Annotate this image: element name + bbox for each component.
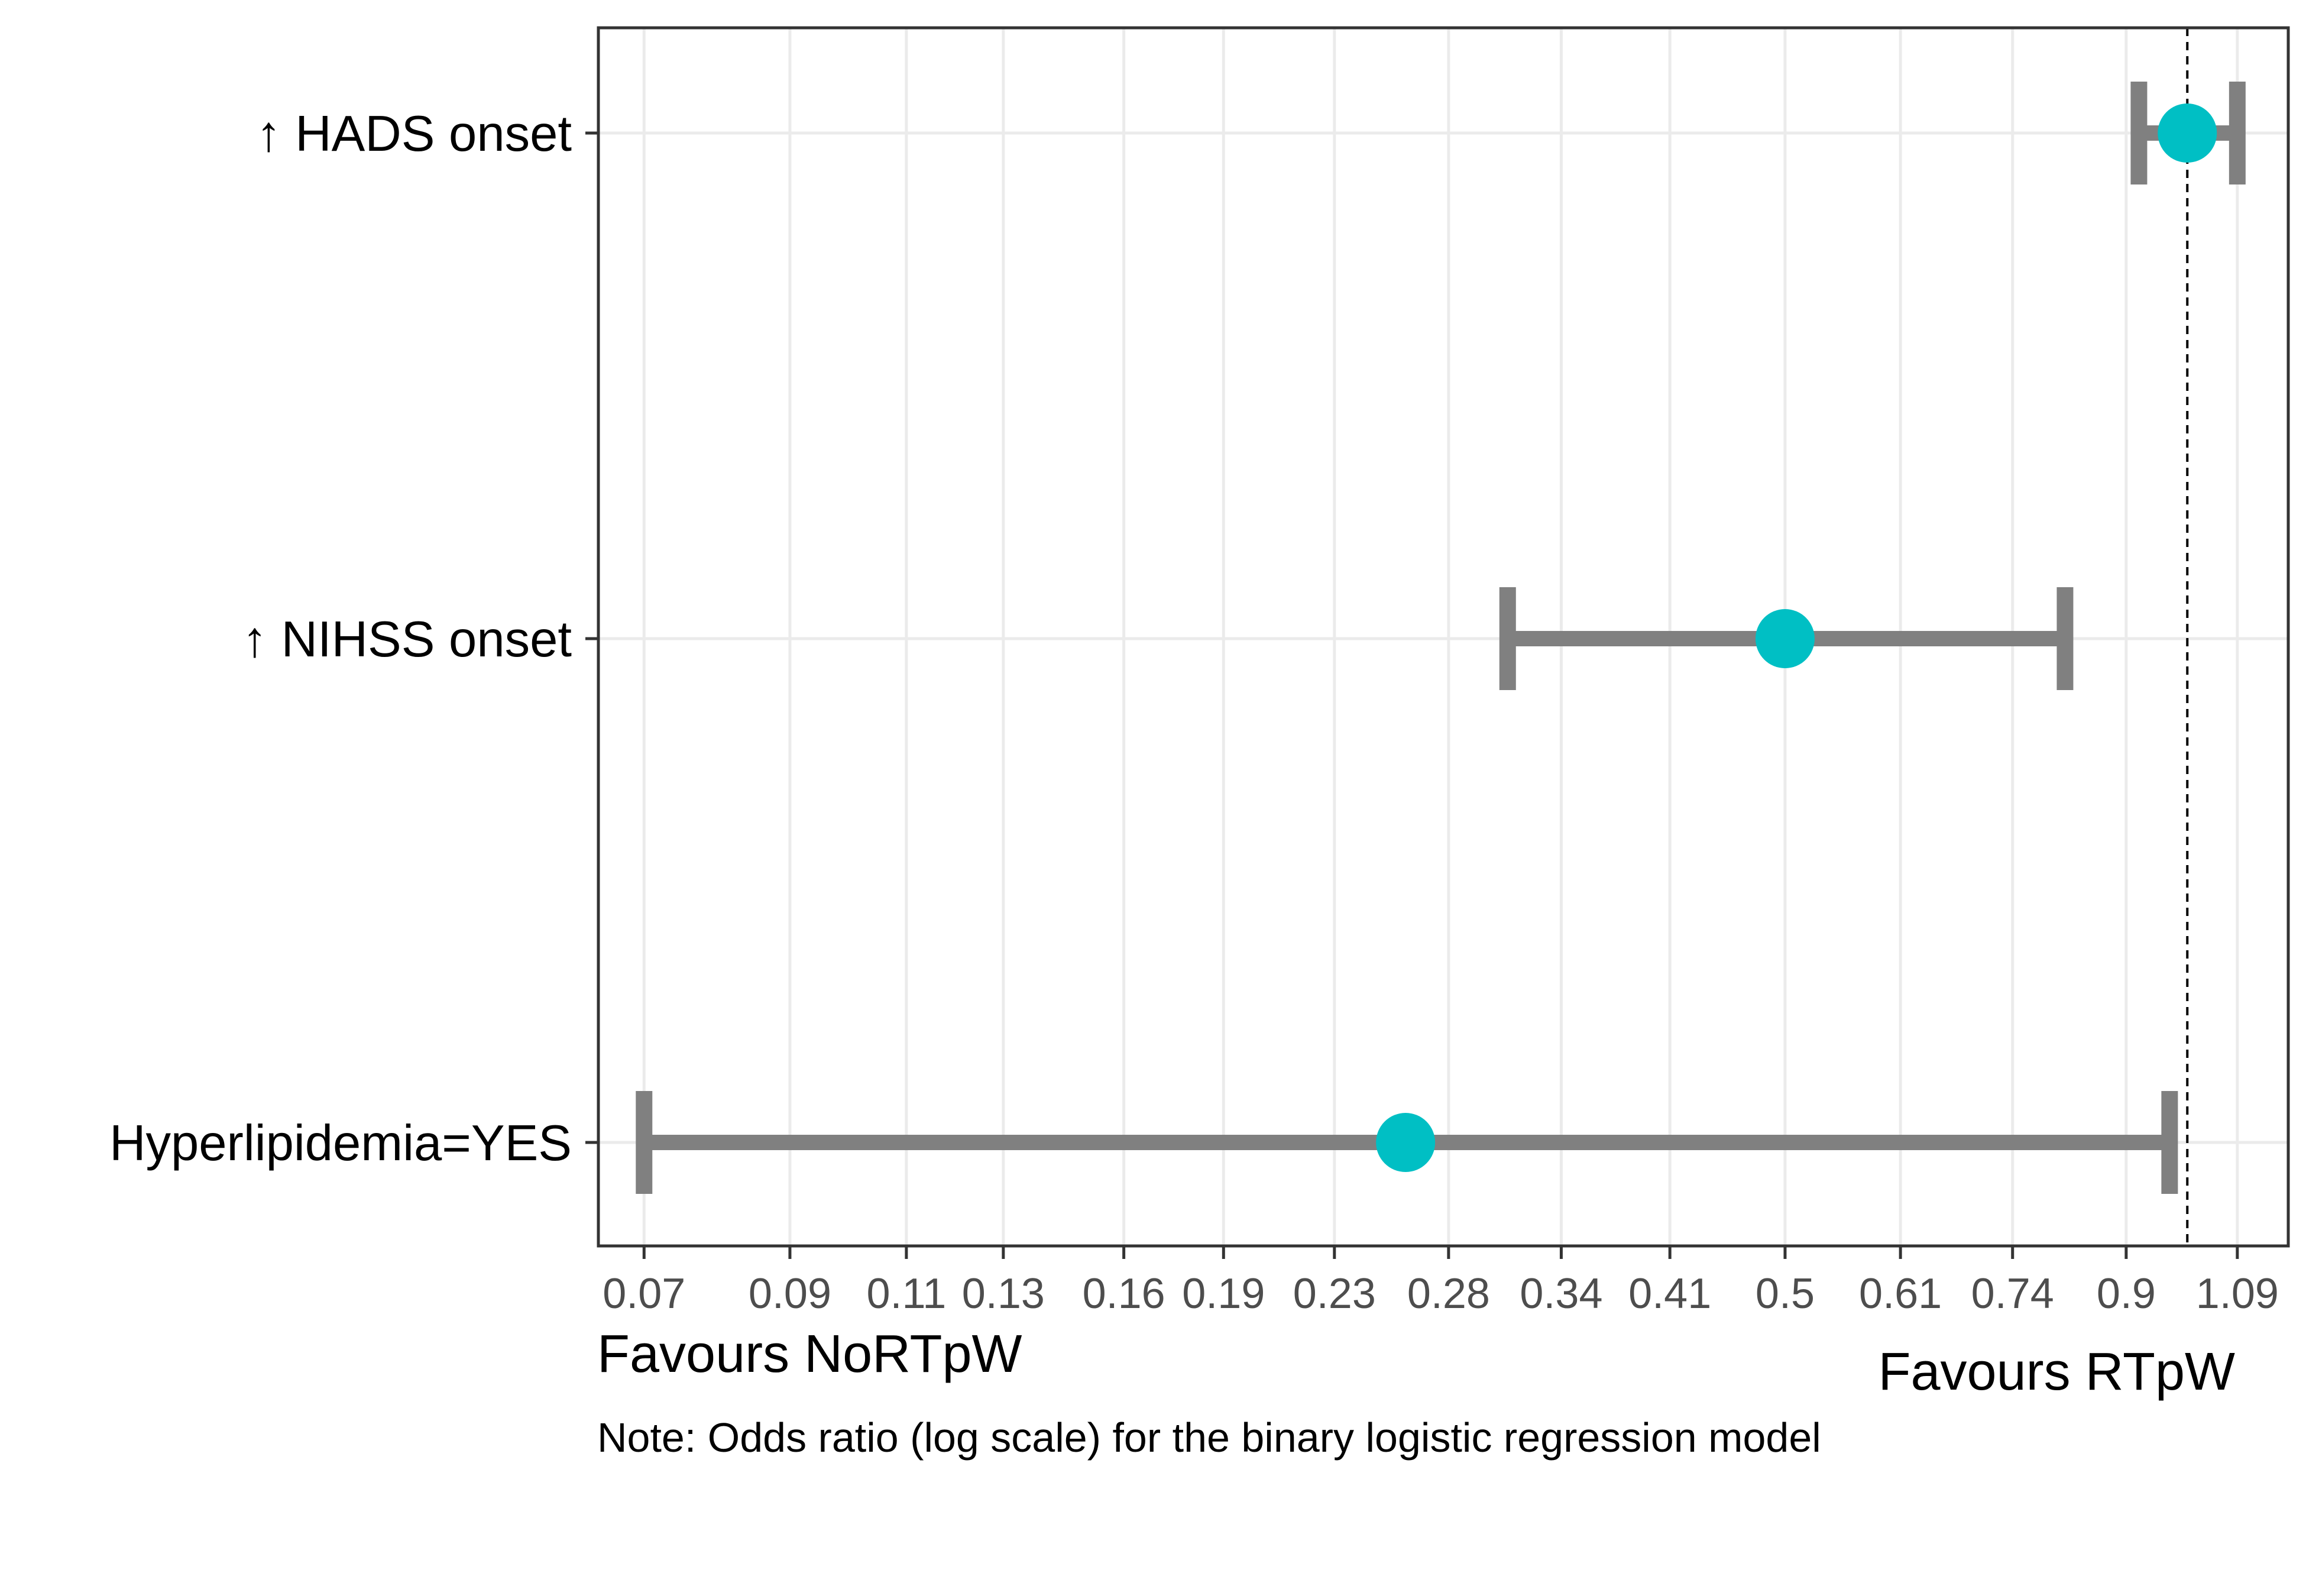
x-tick-label-2: 0.11 [866, 1270, 946, 1317]
x-tick-label-5: 0.19 [1182, 1270, 1265, 1317]
x-tick-label-9: 0.41 [1628, 1270, 1711, 1317]
x-tick-label-14: 1.09 [2196, 1270, 2279, 1317]
x-tick-label-12: 0.74 [1971, 1270, 2054, 1317]
x-tick-label-13: 0.9 [2097, 1270, 2156, 1317]
estimate-point-2 [1376, 1113, 1436, 1172]
y-axis: ↑ HADS onset ↑ NIHSS onset Hyperlipidemia=… [109, 106, 598, 1171]
estimate-point-1 [1755, 609, 1815, 668]
favours-left-label: Favours NoRTpW [597, 1325, 1022, 1384]
panel-border [597, 26, 2290, 1248]
x-tick-label-10: 0.5 [1756, 1270, 1815, 1317]
y-label-0: ↑ HADS onset [256, 106, 572, 162]
x-tick-label-7: 0.28 [1407, 1270, 1490, 1317]
estimate-point-0 [2158, 103, 2217, 163]
y-label-1: ↑ NIHSS onset [242, 611, 572, 668]
chart-note: Note: Odds ratio (log scale) for the bin… [597, 1414, 1821, 1461]
x-tick-label-4: 0.16 [1083, 1270, 1165, 1317]
x-tick-label-1: 0.09 [749, 1270, 831, 1317]
x-axis: 0.07 0.09 0.11 0.13 0.16 0.19 0.23 0.28 0.34 0.41… [603, 1246, 2279, 1317]
x-tick-label-6: 0.23 [1293, 1270, 1376, 1317]
x-tick-label-0: 0.07 [603, 1270, 685, 1317]
x-tick-label-11: 0.61 [1859, 1270, 1942, 1317]
favours-right-label: Favours RTpW [1879, 1342, 2236, 1401]
x-tick-label-8: 0.34 [1520, 1270, 1602, 1317]
x-tick-label-3: 0.13 [962, 1270, 1045, 1317]
y-label-2: Hyperlipidemia=YES [109, 1115, 572, 1171]
chart-marks [636, 82, 2246, 1194]
